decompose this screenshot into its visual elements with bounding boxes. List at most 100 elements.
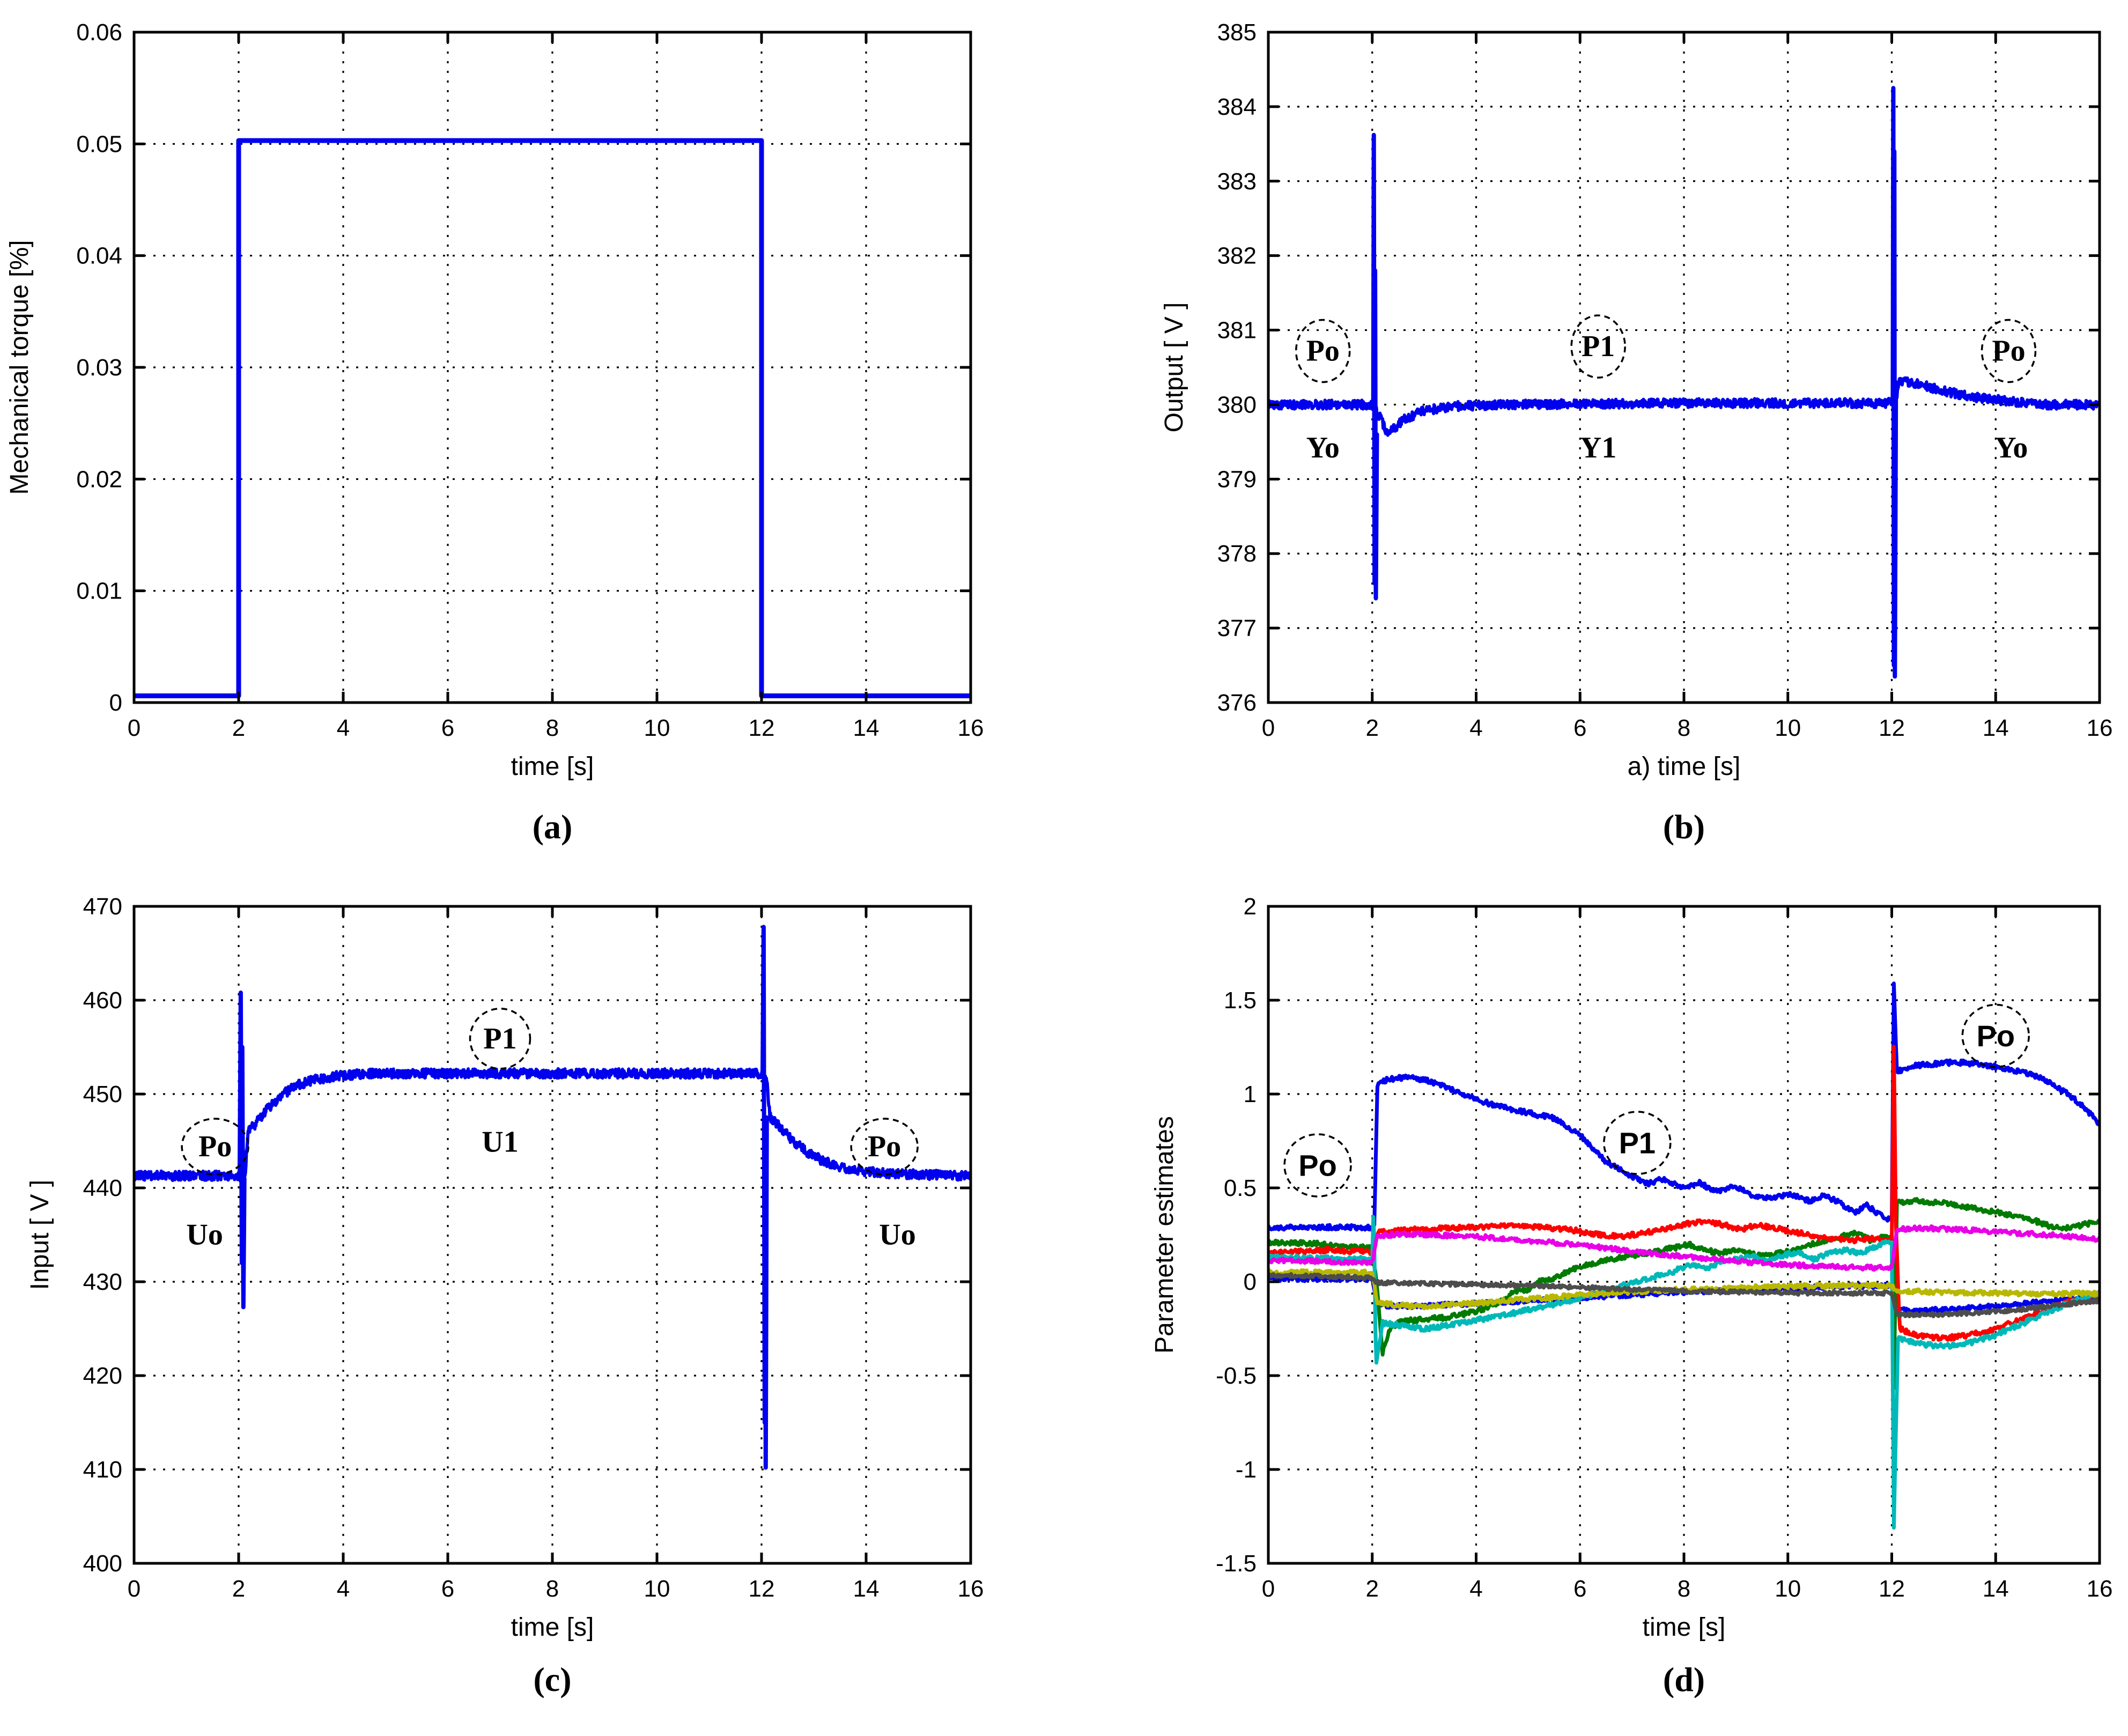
svg-text:P1: P1 xyxy=(1582,330,1615,363)
plot-d-ylabel: Parameter estimates xyxy=(1150,1116,1179,1354)
svg-text:12: 12 xyxy=(749,1576,775,1602)
svg-text:4: 4 xyxy=(1469,1576,1482,1602)
svg-text:4: 4 xyxy=(337,715,350,741)
svg-text:380: 380 xyxy=(1217,391,1257,418)
svg-text:10: 10 xyxy=(1775,1576,1801,1602)
caption-a: (a) xyxy=(532,808,573,846)
svg-text:4: 4 xyxy=(1469,715,1482,741)
plot-c-axes xyxy=(132,905,972,1565)
series-estimate-magenta xyxy=(1267,1224,2101,1272)
svg-text:8: 8 xyxy=(1678,1576,1690,1602)
plot-d-tick-labels: -1.5 -1 -0.5 0 0.5 1 1.5 2 0 2 4 6 8 10 12 14 16 xyxy=(1216,893,2112,1602)
svg-text:382: 382 xyxy=(1217,243,1257,269)
plot-c-tick-labels: 400 410 420 430 440 450 460 470 0 2 4 6 8 10 12 14 16 xyxy=(83,893,984,1602)
svg-text:0: 0 xyxy=(128,1576,141,1602)
svg-text:0.06: 0.06 xyxy=(76,19,122,46)
svg-text:0.04: 0.04 xyxy=(76,243,122,269)
svg-text:14: 14 xyxy=(1983,715,2009,741)
svg-text:Y1: Y1 xyxy=(1580,431,1616,464)
plot-a-series xyxy=(133,138,972,698)
series-transient-t2 xyxy=(1371,132,1379,601)
svg-text:440: 440 xyxy=(83,1175,122,1201)
plot-d-xlabel: time [s] xyxy=(1643,1613,1726,1642)
plot-c-annotation-uo: Uo xyxy=(186,1218,223,1252)
svg-text:1.5: 1.5 xyxy=(1224,987,1257,1014)
plot-a-ylabel: Mechanical torque [%] xyxy=(5,240,34,495)
plot-d-annotation-po: Po xyxy=(1961,1003,2030,1068)
svg-text:-1.5: -1.5 xyxy=(1216,1550,1257,1577)
plot-b-annotation-y1: Y1 xyxy=(1580,431,1616,464)
svg-text:16: 16 xyxy=(2087,1576,2113,1602)
series-transient-t12 xyxy=(760,925,769,1470)
plot-b-annotation-yo: Yo xyxy=(1994,431,2028,464)
plot-b-ylabel: Output [ V ] xyxy=(1160,302,1188,433)
svg-text:-1: -1 xyxy=(1236,1457,1257,1483)
svg-text:400: 400 xyxy=(83,1550,122,1577)
series-transient-t2 xyxy=(237,991,247,1310)
series-torque-step xyxy=(133,138,972,698)
svg-text:16: 16 xyxy=(958,715,984,741)
svg-text:0: 0 xyxy=(109,690,122,716)
series-transient-t12 xyxy=(1890,86,1898,679)
svg-text:410: 410 xyxy=(83,1457,122,1483)
svg-text:Po: Po xyxy=(1992,334,2025,367)
plot-c-annotation-po: Po xyxy=(181,1118,249,1176)
svg-text:14: 14 xyxy=(853,1576,880,1602)
plot-b-tick-labels: 376 377 378 379 380 381 382 383 384 385 0 2 4 6 8 10 12 1… xyxy=(1217,19,2113,741)
plot-c-annotation-u1: U1 xyxy=(482,1125,518,1158)
svg-text:12: 12 xyxy=(1879,1576,1905,1602)
svg-text:0: 0 xyxy=(1262,1576,1275,1602)
svg-text:6: 6 xyxy=(441,715,454,741)
svg-text:2: 2 xyxy=(1366,715,1379,741)
plot-c-ylabel: Input [ V ] xyxy=(26,1180,54,1290)
plot-a-axes xyxy=(132,31,972,704)
plot-a: 0 0.01 0.02 0.03 0.04 0.05 0.06 0 2 4 6 8 10 12 14 16 ti… xyxy=(5,19,984,781)
series-estimate-gray xyxy=(1267,1272,2101,1319)
svg-text:P1: P1 xyxy=(1619,1126,1656,1160)
svg-text:14: 14 xyxy=(853,715,880,741)
svg-text:0: 0 xyxy=(1244,1269,1257,1295)
series-estimate-blue-main xyxy=(1267,981,2101,1232)
svg-text:Uo: Uo xyxy=(879,1218,915,1252)
svg-text:14: 14 xyxy=(1983,1576,2009,1602)
plot-c-annotation-uo: Uo xyxy=(879,1218,915,1252)
svg-text:2: 2 xyxy=(232,715,245,741)
plot-c-xlabel: time [s] xyxy=(511,1613,594,1642)
svg-text:383: 383 xyxy=(1217,168,1257,195)
svg-text:U1: U1 xyxy=(482,1125,518,1158)
plot-b-annotation-yo: Yo xyxy=(1306,431,1340,464)
svg-text:10: 10 xyxy=(644,1576,670,1602)
plot-a-xlabel: time [s] xyxy=(511,752,594,781)
svg-text:4: 4 xyxy=(337,1576,350,1602)
plot-d-annotation-p1: P1 xyxy=(1603,1111,1672,1175)
svg-text:377: 377 xyxy=(1217,615,1257,641)
svg-text:6: 6 xyxy=(1573,715,1586,741)
plot-b-xlabel: a) time [s] xyxy=(1628,752,1741,781)
svg-text:2: 2 xyxy=(1244,893,1257,920)
svg-text:Po: Po xyxy=(868,1130,901,1163)
svg-text:1: 1 xyxy=(1244,1081,1257,1107)
svg-text:Po: Po xyxy=(1306,334,1340,367)
caption-d: (d) xyxy=(1662,1660,1705,1698)
svg-text:Po: Po xyxy=(1298,1149,1337,1183)
svg-text:10: 10 xyxy=(644,715,670,741)
caption-b: (b) xyxy=(1662,808,1705,846)
svg-text:460: 460 xyxy=(83,987,122,1014)
svg-text:0: 0 xyxy=(128,715,141,741)
svg-text:381: 381 xyxy=(1217,317,1257,344)
svg-text:0: 0 xyxy=(1262,715,1275,741)
svg-text:Uo: Uo xyxy=(186,1218,223,1252)
series-input-main xyxy=(133,1067,972,1183)
svg-text:16: 16 xyxy=(958,1576,984,1602)
svg-text:8: 8 xyxy=(546,715,559,741)
svg-text:2: 2 xyxy=(232,1576,245,1602)
series-estimate-green xyxy=(1267,1196,2101,1391)
plot-b-annotation-p1: P1 xyxy=(1570,314,1626,379)
svg-text:6: 6 xyxy=(1573,1576,1586,1602)
plot-c-series xyxy=(133,925,972,1470)
plot-c-annotation-po: Po xyxy=(850,1118,919,1176)
svg-text:P1: P1 xyxy=(483,1022,516,1055)
